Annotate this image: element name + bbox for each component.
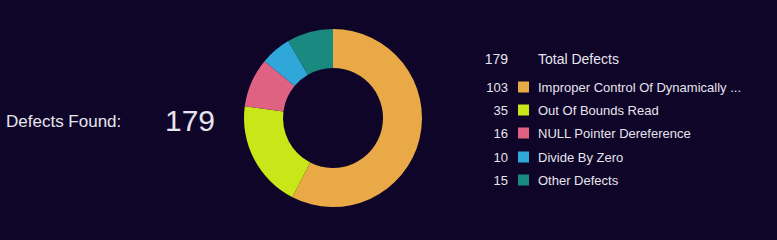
svg-text:NULL Pointer Dereference: NULL Pointer Dereference — [538, 126, 691, 141]
svg-text:15: 15 — [494, 173, 508, 188]
svg-text:Defects Found:: Defects Found: — [6, 112, 121, 131]
svg-text:Improper Control Of Dynamicall: Improper Control Of Dynamically ... — [538, 80, 741, 95]
svg-text:10: 10 — [494, 150, 508, 165]
svg-text:Other Defects: Other Defects — [538, 173, 619, 188]
svg-text:179: 179 — [485, 51, 509, 67]
svg-text:Out Of Bounds Read: Out Of Bounds Read — [538, 103, 659, 118]
svg-text:Total Defects: Total Defects — [538, 51, 619, 67]
svg-text:179: 179 — [165, 104, 215, 137]
svg-text:35: 35 — [494, 103, 508, 118]
svg-text:103: 103 — [486, 80, 508, 95]
svg-text:16: 16 — [494, 126, 508, 141]
svg-text:Divide By Zero: Divide By Zero — [538, 150, 623, 165]
